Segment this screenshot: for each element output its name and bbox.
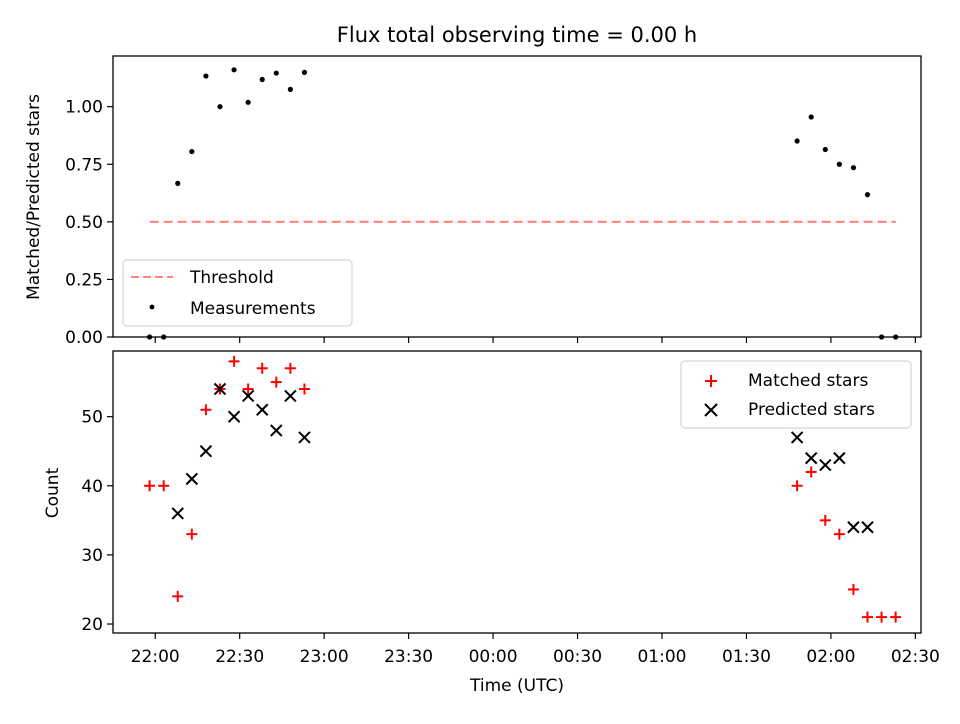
matched-star-point (791, 480, 803, 492)
matched-star-point (256, 362, 268, 374)
matched-star-point (228, 355, 240, 367)
matched-star-point (805, 466, 817, 478)
matched-star-point (144, 480, 156, 492)
legend-matched-label: Matched stars (748, 371, 868, 391)
matched-star-point (270, 376, 282, 388)
top-marks (146, 67, 899, 340)
bottom-legend: Matched stars Predicted stars (680, 360, 912, 429)
bottom-marks (144, 355, 902, 623)
predicted-star-point (298, 431, 311, 444)
matched-star-point (862, 611, 874, 623)
measurement-point (836, 161, 842, 167)
measurement-point (245, 99, 251, 105)
top-legend: Threshold Measurements (122, 259, 353, 327)
x-tick-label: 02:00 (806, 647, 855, 667)
legend-predicted-swatch (704, 403, 718, 417)
bottom-y-tick-label: 40 (81, 477, 103, 497)
measurement-point (231, 67, 237, 73)
predicted-star-point (185, 472, 199, 486)
top-y-tick-label: 0.75 (65, 155, 103, 175)
predicted-star-point (213, 382, 227, 396)
measurement-point (175, 180, 181, 186)
measurement-point (203, 73, 209, 79)
bottom-y-tick-label: 20 (81, 615, 103, 635)
matched-star-point (890, 611, 902, 623)
top-y-tick-label: 1.00 (65, 98, 103, 118)
measurement-point (864, 192, 871, 198)
measurement-point (273, 70, 279, 76)
predicted-star-point (833, 451, 846, 465)
x-tick-label: 01:30 (722, 647, 771, 667)
top-y-axis-label: Matched/Predicted stars (24, 94, 44, 300)
top-y-tick-label: 0.25 (65, 270, 103, 290)
x-axis-label: Time (UTC) (469, 676, 564, 696)
predicted-star-point (790, 431, 804, 444)
x-tick-label: 00:00 (469, 647, 518, 667)
matched-star-point (876, 611, 888, 623)
bottom-legend-frame (680, 360, 912, 429)
predicted-star-point (227, 410, 241, 423)
measurement-point (301, 69, 308, 75)
x-tick-label: 22:30 (215, 647, 264, 667)
matched-star-point (172, 590, 184, 602)
matched-star-point (200, 404, 212, 416)
legend-measurements-swatch (149, 304, 155, 310)
x-tick-label: 23:00 (300, 647, 349, 667)
x-tick-label: 00:30 (553, 647, 602, 667)
bottom-plot-frame (112, 350, 922, 634)
x-tick-label: 01:00 (637, 647, 686, 667)
predicted-star-point (256, 403, 269, 416)
measurement-point (287, 86, 293, 92)
predicted-star-point (171, 507, 184, 520)
top-plot-frame (112, 55, 922, 338)
top-y-tick-label: 0.50 (65, 213, 103, 233)
predicted-star-point (199, 445, 213, 458)
bottom-y-axis-label: Count (43, 467, 63, 518)
matched-star-point (284, 362, 296, 374)
predicted-star-point (819, 458, 832, 472)
matched-star-point (847, 583, 859, 595)
x-tick-label: 22:00 (131, 647, 180, 667)
measurement-point (850, 165, 857, 171)
top-y-tick-label: 0.00 (65, 328, 103, 348)
measurement-point (189, 148, 195, 155)
measurement-point (217, 104, 223, 110)
matched-star-point (819, 514, 831, 526)
x-tick-label: 02:30 (891, 647, 940, 667)
matched-star-point (833, 528, 845, 540)
legend-measurements-label: Measurements (190, 299, 316, 319)
top-legend-frame (122, 259, 353, 327)
matched-star-point (242, 383, 254, 395)
measurement-point (808, 114, 814, 120)
predicted-star-point (284, 389, 297, 403)
predicted-star-point (270, 424, 283, 437)
predicted-star-point (861, 521, 874, 534)
top-panel: 0.00 0.25 0.50 0.75 1.00 Matched/Predicted s… (24, 55, 922, 348)
x-tick-label: 23:30 (384, 647, 433, 667)
predicted-star-point (241, 389, 255, 403)
measurement-point (822, 146, 828, 153)
measurement-point (794, 138, 800, 144)
matched-star-point (298, 383, 310, 395)
bottom-y-tick-label: 50 (81, 408, 103, 428)
matched-star-point (158, 480, 170, 492)
measurement-point (259, 76, 265, 83)
predicted-star-point (804, 451, 818, 465)
bottom-ticks: 20 30 40 50 22:00 22:30 23:00 23:30 00:00 00:30 01… (81, 408, 940, 667)
legend-predicted-label: Predicted stars (748, 400, 875, 420)
predicted-star-point (847, 521, 860, 534)
bottom-panel: 20 30 40 50 22:00 22:30 23:00 23:30 00:00 00:30 01… (43, 350, 940, 696)
legend-matched-swatch (705, 375, 717, 387)
legend-threshold-label: Threshold (189, 268, 274, 288)
chart-title: Flux total observing time = 0.00 h (337, 23, 697, 47)
bottom-y-tick-label: 30 (81, 546, 103, 566)
matched-star-point (186, 528, 198, 540)
top-ticks: 0.00 0.25 0.50 0.75 1.00 (65, 98, 916, 348)
